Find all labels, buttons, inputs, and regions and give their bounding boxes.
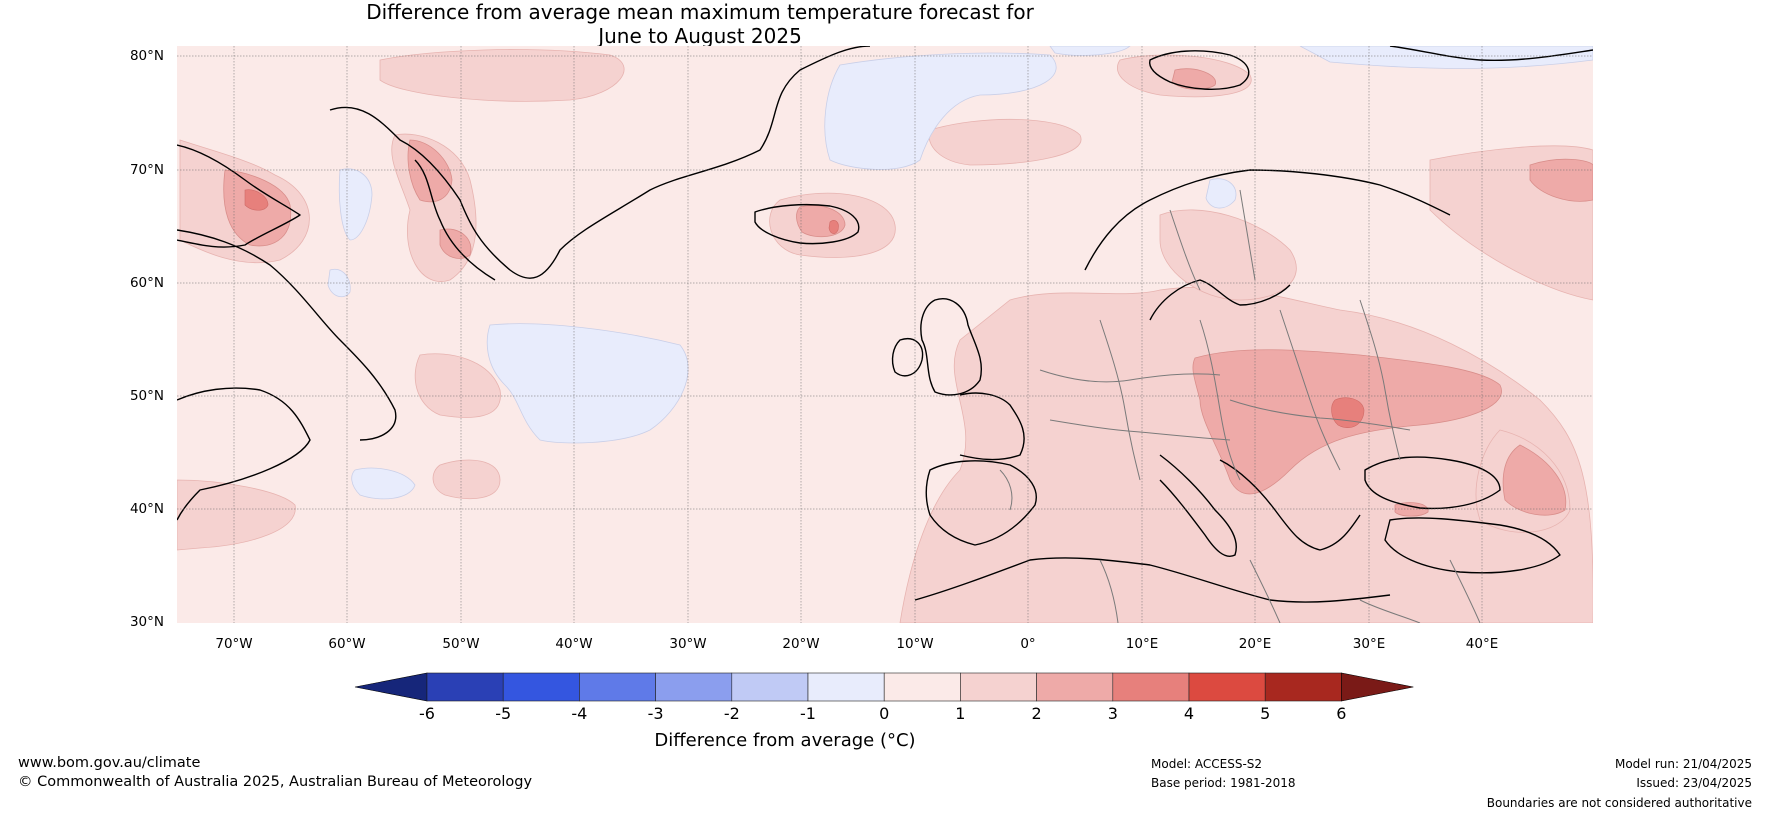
footer-copyright: © Commonwealth of Australia 2025, Austra… xyxy=(18,774,533,790)
map-title-line2: June to August 2025 xyxy=(598,24,802,48)
lon-label-70w: 70°W xyxy=(215,636,253,652)
black-sea-coast xyxy=(1364,456,1501,510)
colorbar-tick-label: 0 xyxy=(879,704,890,723)
france-coast xyxy=(959,392,1025,461)
coastlines xyxy=(177,46,1593,603)
map-title-line1: Difference from average mean maximum tem… xyxy=(366,0,1034,24)
footer-model-run: Model run: 21/04/2025 xyxy=(1614,757,1752,771)
lon-label-40w: 40°W xyxy=(555,636,593,652)
country-borders xyxy=(999,189,1481,623)
svalbard-coast xyxy=(1148,50,1250,90)
lon-label-50w: 50°W xyxy=(442,636,480,652)
lat-label-30n: 30°N xyxy=(129,614,164,630)
anomaly-negative-regions xyxy=(327,46,1593,500)
lat-label-80n: 80°N xyxy=(129,48,164,64)
uk-coast xyxy=(920,298,982,396)
novaya-coast xyxy=(1389,46,1593,62)
lat-label-40n: 40°N xyxy=(129,501,164,517)
lon-label-20e: 20°E xyxy=(1238,636,1272,652)
colorbar-segment xyxy=(655,672,733,702)
baffin-coast xyxy=(177,144,301,248)
footer-model: Model: ACCESS-S2 xyxy=(1151,757,1263,771)
colorbar-tick-label: 4 xyxy=(1183,704,1195,723)
lat-label-50n: 50°N xyxy=(129,388,164,404)
map-title: Difference from average mean maximum tem… xyxy=(0,0,1400,48)
lat-label-60n: 60°N xyxy=(129,275,164,291)
colorbar-tick-label: 6 xyxy=(1336,704,1347,723)
lon-label-10e: 10°E xyxy=(1125,636,1159,652)
colorbar-segment xyxy=(1264,672,1342,702)
lon-label-10w: 10°W xyxy=(896,636,934,652)
north-africa-coast xyxy=(914,557,1391,603)
colorbar-segment xyxy=(883,672,961,702)
lon-label-30w: 30°W xyxy=(669,636,707,652)
colorbar-extension-low xyxy=(354,672,428,702)
footer-base-period: Base period: 1981-2018 xyxy=(1151,776,1296,790)
colorbar-segment xyxy=(960,672,1037,702)
colorbar-segment xyxy=(579,672,656,702)
colorbar-tick-label: 2 xyxy=(1031,704,1042,723)
lon-label-40e: 40°E xyxy=(1465,636,1499,652)
turkey-coast xyxy=(1384,517,1561,574)
greenland-coast xyxy=(329,46,871,279)
colorbar-segment xyxy=(502,672,580,702)
footer-website: www.bom.gov.au/climate xyxy=(18,755,201,771)
colorbar-segment xyxy=(807,672,885,702)
footer-disclaimer: Boundaries are not considered authoritat… xyxy=(1486,796,1752,810)
italy-coast xyxy=(1159,454,1237,557)
colorbar-tick-label: -5 xyxy=(495,704,512,723)
greenland-south xyxy=(414,159,496,281)
colorbar-tick-label: 1 xyxy=(955,704,966,723)
iceland-coast xyxy=(754,203,860,245)
colorbar-segment xyxy=(731,672,809,702)
colorbar-segment xyxy=(426,672,504,702)
colorbar-segment xyxy=(1112,672,1190,702)
colorbar-extension-high xyxy=(1341,672,1414,702)
colorbar-segment xyxy=(1188,672,1266,702)
colorbar-tick-label: -6 xyxy=(419,704,435,723)
north-america-coast xyxy=(177,387,311,521)
colorbar xyxy=(354,672,1414,702)
norway-coast xyxy=(1084,169,1451,271)
graticule xyxy=(177,46,1593,623)
ireland-coast xyxy=(891,338,924,377)
colorbar-tick-label: -2 xyxy=(723,704,740,723)
lon-label-20w: 20°W xyxy=(782,636,820,652)
iberia-coast xyxy=(925,460,1037,546)
colorbar-tick-label: 5 xyxy=(1260,704,1271,723)
map-field xyxy=(177,46,1593,623)
colorbar-title: Difference from average (°C) xyxy=(654,730,916,751)
footer-issued: Issued: 23/04/2025 xyxy=(1636,776,1752,790)
colorbar-tick-label: 3 xyxy=(1107,704,1118,723)
colorbar-tick-label: -4 xyxy=(571,704,588,723)
lat-label-70n: 70°N xyxy=(129,162,164,178)
lon-label-0: 0° xyxy=(1020,636,1036,652)
balkan-coast xyxy=(1219,459,1361,551)
lon-label-60w: 60°W xyxy=(328,636,366,652)
colorbar-segment xyxy=(1036,672,1114,702)
baltic-coast xyxy=(1149,279,1291,321)
colorbar-tick-label: -1 xyxy=(800,704,816,723)
colorbar-tick-label: -3 xyxy=(647,704,664,723)
lon-label-30e: 30°E xyxy=(1352,636,1386,652)
